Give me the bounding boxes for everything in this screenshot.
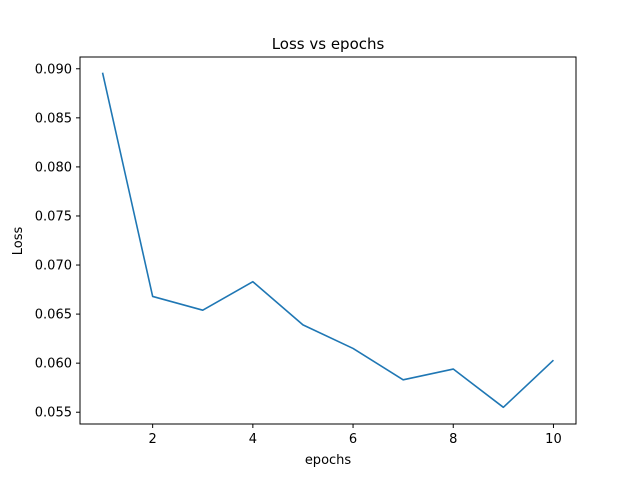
x-tick-label: 6: [349, 432, 357, 447]
x-axis-label: epochs: [305, 453, 352, 468]
y-axis: 0.055 0.060 0.065 0.070 0.075 0.080 0.085 0.090: [35, 62, 80, 421]
y-tick-label: 0.055: [35, 406, 72, 421]
x-tick-label: 2: [149, 432, 157, 447]
plot-frame: [79, 56, 577, 425]
y-tick-label: 0.075: [35, 209, 72, 224]
x-tick-label: 10: [545, 432, 562, 447]
x-axis: 2 4 6 8 10: [149, 424, 562, 447]
y-tick-label: 0.065: [35, 308, 72, 323]
y-tick-label: 0.080: [35, 160, 72, 175]
x-tick-label: 4: [249, 432, 257, 447]
x-tick-label: 8: [449, 432, 457, 447]
series-line-0: [101, 72, 554, 409]
y-tick-label: 0.090: [35, 62, 72, 77]
y-tick-label: 0.085: [35, 111, 72, 126]
y-tick-label: 0.070: [35, 259, 72, 274]
chart-title: Loss vs epochs: [272, 35, 385, 53]
y-tick-label: 0.060: [35, 357, 72, 372]
y-axis-label: Loss: [11, 227, 26, 256]
